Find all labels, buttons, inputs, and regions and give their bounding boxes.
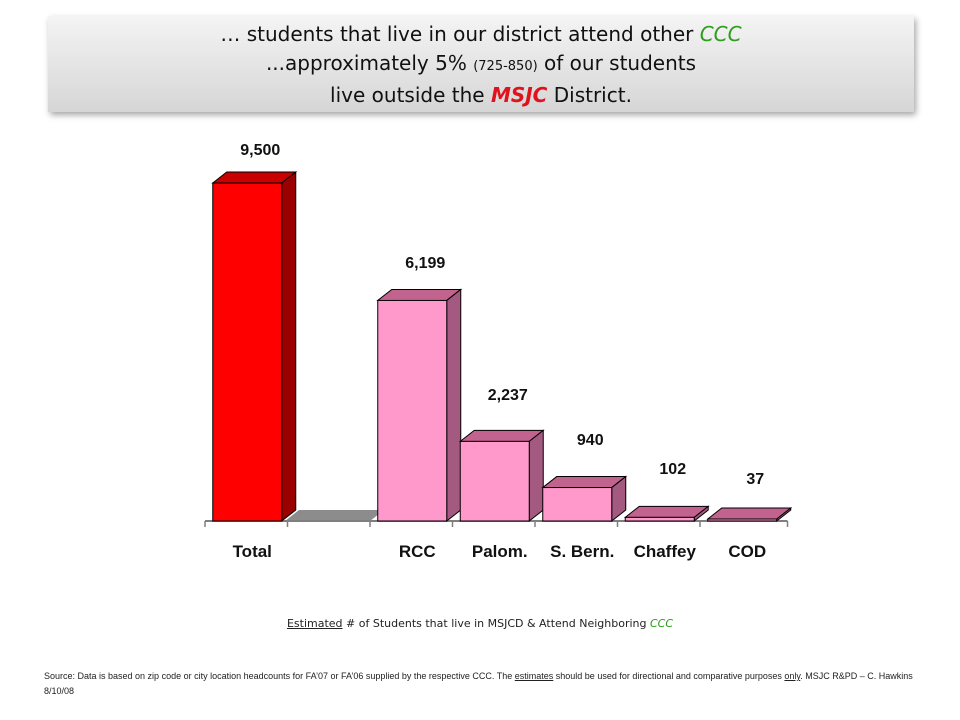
caption-text: # of Students that live in MSJCD & Atten… — [342, 617, 650, 630]
data-label: 940 — [577, 432, 604, 449]
headline-text: live outside the — [330, 83, 491, 107]
source-estimates: estimates — [514, 671, 554, 681]
category-label: RCC — [399, 542, 436, 561]
bar — [542, 487, 613, 522]
ccc-highlight: CCC — [699, 22, 742, 46]
category-label: Chaffey — [634, 542, 697, 561]
data-label: 9,500 — [240, 142, 280, 159]
bar-side — [446, 288, 462, 523]
headline-line-2: ...approximately 5% (725-850) of our stu… — [48, 49, 914, 81]
source-only: only — [784, 671, 801, 681]
bar-side — [528, 429, 544, 523]
bar — [459, 440, 530, 522]
chart-floor-shadow — [285, 510, 384, 521]
category-label: COD — [728, 542, 766, 561]
data-label: 102 — [659, 461, 686, 478]
data-label: 6,199 — [405, 255, 445, 272]
category-label: S. Bern. — [550, 542, 614, 561]
headline-banner: … students that live in our district att… — [48, 16, 914, 112]
headline-line-1: … students that live in our district att… — [48, 20, 914, 49]
bar — [212, 182, 283, 522]
data-label: 2,237 — [488, 387, 528, 404]
data-label: 37 — [746, 471, 764, 488]
headline-text: … students that live in our district att… — [220, 22, 700, 46]
range-note: (725-850) — [473, 59, 538, 74]
bar — [707, 518, 778, 522]
headline-text: District. — [547, 83, 632, 107]
bar-side — [281, 170, 297, 523]
headline-text: ...approximately 5% — [265, 51, 474, 75]
source-note: Source: Data is based on zip code or cit… — [44, 669, 944, 699]
caption-estimated: Estimated — [286, 617, 343, 630]
bar — [377, 299, 448, 522]
bar — [624, 516, 695, 522]
source-text: . MSJC R&PD – C. Hawkins 8/10/08 — [44, 671, 913, 696]
chart-caption: Estimated # of Students that live in MSJ… — [0, 617, 960, 630]
headline-text: of our students — [537, 51, 697, 75]
msjc-highlight: MSJC — [490, 83, 548, 107]
category-label: Palom. — [472, 542, 528, 561]
caption-ccc: CCC — [649, 617, 674, 630]
source-text: should be used for directional and compa… — [553, 671, 785, 681]
source-text: Source: Data is based on zip code or cit… — [44, 671, 515, 681]
headline-line-3: live outside the MSJC District. — [48, 81, 914, 110]
category-label: Total — [233, 542, 272, 561]
